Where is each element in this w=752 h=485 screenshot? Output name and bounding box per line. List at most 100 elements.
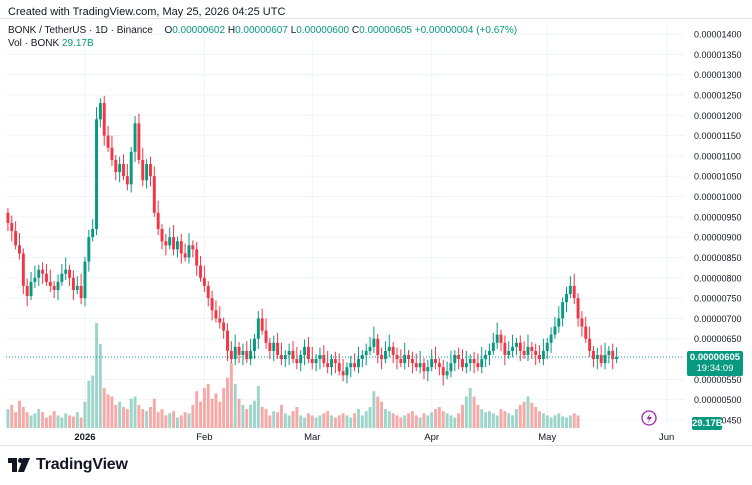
candle-body	[503, 342, 507, 355]
volume-bar	[110, 396, 114, 428]
volume-bar	[499, 409, 503, 428]
candle-body	[434, 359, 437, 364]
time-tick-label: May	[538, 432, 556, 443]
volume-bar	[306, 413, 310, 428]
volume-bar	[395, 415, 399, 428]
volume-bar	[491, 413, 495, 428]
candle-body	[183, 253, 187, 258]
price-tick-label: 0.00001050	[694, 172, 742, 182]
grid	[6, 26, 684, 428]
time-tick-label: Feb	[196, 432, 212, 443]
candle-body	[426, 367, 430, 372]
volume-bar	[214, 393, 218, 428]
volume-bar	[561, 416, 565, 428]
candle-body	[110, 147, 114, 160]
candle-body	[395, 354, 399, 360]
candle-body	[303, 346, 307, 355]
candle-body	[480, 359, 484, 368]
candle-body	[310, 359, 314, 364]
volume-bar	[187, 413, 191, 428]
candle-body	[476, 363, 480, 368]
candle-body	[133, 123, 137, 152]
volume-bar	[380, 401, 384, 428]
volume-bar	[10, 404, 14, 428]
last-volume-badge: 29.17B	[692, 417, 723, 430]
candle-body	[6, 212, 10, 223]
volume-bar	[372, 391, 376, 428]
candle-body	[445, 371, 449, 376]
candle-body	[52, 285, 56, 290]
tradingview-logo[interactable]: TradingView	[8, 456, 128, 474]
volume-bar	[249, 404, 253, 428]
volume-bar	[464, 396, 468, 428]
ohlc-row: BONK / TetherUS · 1D · Binance O0.000006…	[8, 24, 517, 37]
candle-body	[418, 363, 422, 368]
volume-bar	[353, 413, 357, 428]
candle-body	[218, 318, 222, 323]
candle-body	[422, 363, 426, 372]
candle-body	[549, 334, 553, 343]
volume-bar	[422, 413, 426, 428]
volume-bar	[245, 409, 249, 428]
candle-body	[491, 342, 495, 351]
candle-body	[468, 359, 472, 364]
candle-body	[129, 151, 133, 185]
volume-bar	[87, 380, 91, 428]
volume-bar	[364, 411, 368, 428]
open-label: O	[164, 25, 173, 36]
volume-bar	[164, 415, 168, 428]
volume-bar	[387, 411, 391, 428]
volume-bar	[565, 417, 568, 428]
volume-bar	[260, 407, 264, 428]
lightning-icon[interactable]	[641, 410, 657, 426]
candle-body	[457, 354, 461, 360]
volume-bar	[391, 413, 395, 428]
time-tick-label: 2026	[74, 432, 95, 443]
candle-body	[341, 371, 345, 376]
candle-body	[29, 281, 33, 297]
volume-bar	[237, 398, 241, 428]
candle-body	[148, 164, 152, 177]
volume-label[interactable]: Vol · BONK	[8, 38, 60, 49]
volume-bar	[56, 415, 60, 428]
tradingview-brand: TradingView	[36, 456, 128, 473]
candle-body	[387, 346, 391, 351]
candle-body	[376, 338, 380, 355]
volume-bar	[333, 417, 337, 428]
volume-bar	[530, 402, 534, 428]
volume-bar	[29, 415, 33, 428]
volume-bar	[37, 409, 41, 428]
price-tick-label: 0.00001150	[694, 131, 741, 141]
candle-body	[495, 334, 499, 343]
candle-body	[256, 318, 260, 339]
volume-bar	[191, 404, 195, 428]
price-tick-label: 0.00000900	[694, 233, 742, 243]
candle-body	[299, 354, 303, 364]
candle-body	[98, 103, 102, 120]
volume-bar	[545, 415, 549, 428]
candle-body	[584, 326, 588, 339]
candle-body	[561, 302, 565, 319]
volume-bar	[449, 415, 453, 428]
candle-body	[576, 298, 580, 319]
candle-body	[611, 350, 615, 360]
candle-body	[449, 363, 453, 372]
price-tick-label: 0.00000950	[694, 212, 742, 222]
candle-body	[145, 164, 149, 181]
volume-bar	[60, 417, 64, 428]
candle-countdown: 19:34:09	[696, 363, 734, 374]
volume-bar	[256, 386, 260, 428]
volume-bar	[218, 401, 222, 428]
symbol-label[interactable]: BONK / TetherUS · 1D · Binance	[8, 25, 153, 36]
candle-body	[472, 359, 476, 364]
price-tick-label: 0.00000750	[694, 294, 742, 304]
volume-bar	[91, 375, 95, 428]
candle-body	[464, 363, 468, 368]
volume-bar	[572, 413, 576, 428]
candle-body	[615, 357, 619, 360]
volume-bar	[129, 398, 133, 428]
volume-bar	[484, 412, 488, 428]
candle-body	[507, 350, 511, 355]
volume-bar	[114, 404, 118, 428]
